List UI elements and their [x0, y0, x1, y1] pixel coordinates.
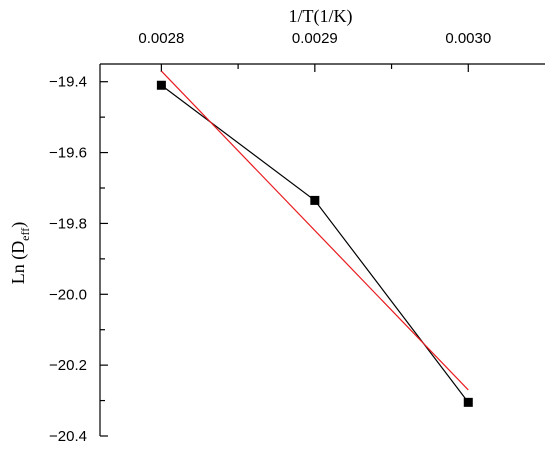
- y-tick-label: −19.8: [49, 215, 87, 232]
- y-tick-label: −20.2: [49, 357, 87, 374]
- fit-line: [160, 70, 469, 391]
- y-axis-title-main: Ln (D: [8, 241, 29, 285]
- y-axis-title: Ln (Deff): [8, 222, 32, 285]
- y-tick-label: −19.6: [49, 145, 87, 162]
- data-point: [463, 397, 473, 407]
- x-tick-label: 0.0029: [292, 30, 338, 47]
- data-point: [156, 80, 166, 90]
- x-tick-label: 0.0030: [445, 30, 491, 47]
- data-line: [161, 84, 469, 403]
- x-tick-label: 0.0028: [138, 30, 184, 47]
- y-tick-label: −19.4: [49, 74, 87, 91]
- y-axis-title-close: ): [8, 222, 29, 228]
- y-tick-label: −20.4: [49, 428, 87, 445]
- axes-group: [99, 63, 545, 436]
- x-axis-title: 1/T(1/K): [289, 6, 353, 27]
- data-point: [310, 195, 320, 205]
- y-tick-label: −20.0: [49, 286, 87, 303]
- y-axis-title-subscript: eff: [18, 228, 32, 241]
- y-ticks: −19.4 −19.6 −19.8 −20.0 −20.2 −20.4: [49, 74, 108, 445]
- series-layer: [156, 70, 473, 407]
- x-ticks: 0.0028 0.0029 0.0030: [138, 30, 491, 72]
